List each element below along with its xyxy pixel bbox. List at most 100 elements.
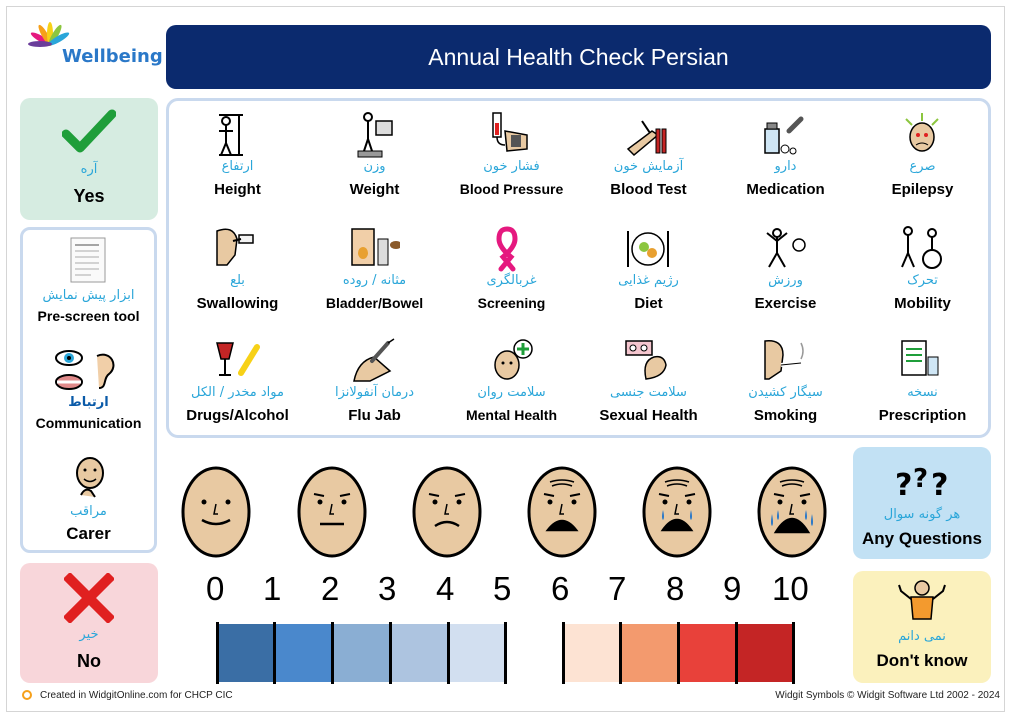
face-10-icon[interactable] bbox=[756, 464, 828, 560]
no-persian: خیر bbox=[79, 627, 99, 642]
topic-bladder-bowel[interactable]: مثانه / روده Bladder/Bowel bbox=[306, 217, 443, 327]
topic-swallowing[interactable]: بلع Swallowing bbox=[169, 217, 306, 327]
document-icon bbox=[70, 237, 106, 283]
scale-tick bbox=[504, 622, 507, 684]
health-topics-grid: ارتفاع Height وزن Weight فشار خون Blood Press… bbox=[166, 98, 991, 438]
pre-screen-item[interactable]: ابزار پیش نمایش Pre-screen tool bbox=[23, 230, 154, 335]
topic-persian: سلامت روان bbox=[477, 385, 546, 400]
face-6-icon[interactable] bbox=[526, 464, 598, 560]
topic-epilepsy[interactable]: صرع Epilepsy bbox=[854, 103, 991, 213]
topic-drugs-alcohol[interactable]: مواد مخدر / الکل Drugs/Alcohol bbox=[169, 329, 306, 439]
scale-tick bbox=[735, 622, 738, 684]
flu-jab-icon bbox=[306, 337, 443, 383]
drugs-alcohol-icon bbox=[169, 337, 306, 383]
topic-persian: تحرک bbox=[907, 273, 938, 288]
scale-number[interactable]: 4 bbox=[436, 570, 455, 607]
topic-label: Exercise bbox=[754, 295, 817, 312]
face-0-icon[interactable] bbox=[180, 464, 252, 560]
topic-screening[interactable]: غربالگری Screening bbox=[443, 217, 580, 327]
topic-sexual-health[interactable]: سلامت جنسی Sexual Health bbox=[580, 329, 717, 439]
face-4-icon[interactable] bbox=[411, 464, 483, 560]
carer-item[interactable]: مراقب Carer bbox=[23, 452, 154, 550]
scale-number[interactable]: 1 bbox=[263, 570, 282, 607]
cross-icon bbox=[64, 573, 114, 623]
medication-icon bbox=[717, 111, 854, 157]
topic-medication[interactable]: دارو Medication bbox=[717, 103, 854, 213]
scale-number[interactable]: 9 bbox=[723, 570, 742, 607]
scale-segment bbox=[736, 624, 793, 682]
questions-label: Any Questions bbox=[862, 529, 982, 548]
topic-label: Weight bbox=[349, 181, 400, 198]
topic-persian: غربالگری bbox=[486, 273, 537, 288]
epilepsy-icon bbox=[854, 111, 991, 157]
yes-label: Yes bbox=[73, 186, 105, 206]
questions-persian: هر گونه سوال bbox=[883, 507, 961, 522]
scale-number[interactable]: 3 bbox=[378, 570, 397, 607]
scale-tick bbox=[447, 622, 450, 684]
svg-text:?: ? bbox=[913, 464, 928, 494]
carer-label: Carer bbox=[66, 524, 111, 543]
communication-label: Communication bbox=[35, 415, 142, 431]
scale-tick bbox=[216, 622, 219, 684]
topic-label: Prescription bbox=[878, 407, 967, 424]
topic-label: Drugs/Alcohol bbox=[186, 407, 289, 424]
scale-segment bbox=[563, 624, 620, 682]
face-2-icon[interactable] bbox=[296, 464, 368, 560]
scale-tick bbox=[562, 622, 565, 684]
height-icon bbox=[169, 111, 306, 157]
topic-weight[interactable]: وزن Weight bbox=[306, 103, 443, 213]
yes-persian: آره bbox=[80, 162, 98, 177]
scale-number[interactable]: 7 bbox=[608, 570, 627, 607]
mental-health-icon bbox=[443, 337, 580, 383]
topic-mobility[interactable]: تحرک Mobility bbox=[854, 217, 991, 327]
yes-button[interactable]: آره Yes bbox=[20, 98, 158, 220]
scale-number[interactable]: 0 bbox=[206, 570, 225, 607]
topic-persian: آزمایش خون bbox=[613, 159, 684, 174]
topic-mental-health[interactable]: سلامت روان Mental Health bbox=[443, 329, 580, 439]
topic-persian: مواد مخدر / الکل bbox=[191, 385, 284, 400]
topic-label: Medication bbox=[746, 181, 825, 198]
sexual-health-icon bbox=[580, 337, 717, 383]
svg-text:?: ? bbox=[931, 468, 948, 499]
topic-label: Sexual Health bbox=[599, 407, 698, 424]
scale-number[interactable]: 6 bbox=[551, 570, 570, 607]
topic-persian: بلع bbox=[230, 273, 245, 288]
topic-exercise[interactable]: ورزش Exercise bbox=[717, 217, 854, 327]
dont-know-persian: نمی دانم bbox=[898, 629, 946, 644]
dont-know-button[interactable]: نمی دانم Don't know bbox=[853, 571, 991, 683]
communication-item[interactable]: ارتباط Communication bbox=[23, 345, 154, 435]
face-8-icon[interactable] bbox=[641, 464, 713, 560]
topic-flu-jab[interactable]: درمان آنفولانزا Flu Jab bbox=[306, 329, 443, 439]
topic-prescription[interactable]: نسخه Prescription bbox=[854, 329, 991, 439]
any-questions-button[interactable]: ? ? ? هر گونه سوال Any Questions bbox=[853, 447, 991, 559]
exercise-icon bbox=[717, 225, 854, 271]
title-text: Annual Health Check Persian bbox=[428, 43, 729, 70]
scale-segment bbox=[391, 624, 449, 682]
topic-blood-test[interactable]: آزمایش خون Blood Test bbox=[580, 103, 717, 213]
scale-number[interactable]: 5 bbox=[493, 570, 512, 607]
page-title: Annual Health Check Persian bbox=[166, 25, 991, 89]
scale-segment bbox=[275, 624, 333, 682]
eye-ear-mouth-icon bbox=[55, 350, 115, 390]
svg-text:?: ? bbox=[895, 468, 912, 499]
flower-icon bbox=[28, 22, 70, 47]
topic-label: Screening bbox=[477, 295, 546, 311]
topic-smoking[interactable]: سیگار کشیدن Smoking bbox=[717, 329, 854, 439]
pre-screen-persian: ابزار پیش نمایش bbox=[42, 288, 135, 303]
topic-height[interactable]: ارتفاع Height bbox=[169, 103, 306, 213]
topic-persian: ورزش bbox=[768, 273, 803, 288]
smoking-icon bbox=[717, 337, 854, 383]
topic-persian: صرع bbox=[909, 159, 936, 174]
topic-blood-pressure[interactable]: فشار خون Blood Pressure bbox=[443, 103, 580, 213]
no-button[interactable]: خیر No bbox=[20, 563, 158, 683]
wellbeing-logo: Wellbeing bbox=[28, 18, 163, 78]
topic-persian: نسخه bbox=[907, 385, 938, 400]
diet-icon bbox=[580, 225, 717, 271]
scale-segment bbox=[620, 624, 678, 682]
scale-number[interactable]: 10 bbox=[772, 570, 809, 607]
topic-diet[interactable]: رژیم غذایی Diet bbox=[580, 217, 717, 327]
topic-label: Smoking bbox=[753, 407, 818, 424]
scale-number[interactable]: 8 bbox=[666, 570, 685, 607]
pre-screen-label: Pre-screen tool bbox=[37, 308, 140, 324]
scale-number[interactable]: 2 bbox=[321, 570, 340, 607]
